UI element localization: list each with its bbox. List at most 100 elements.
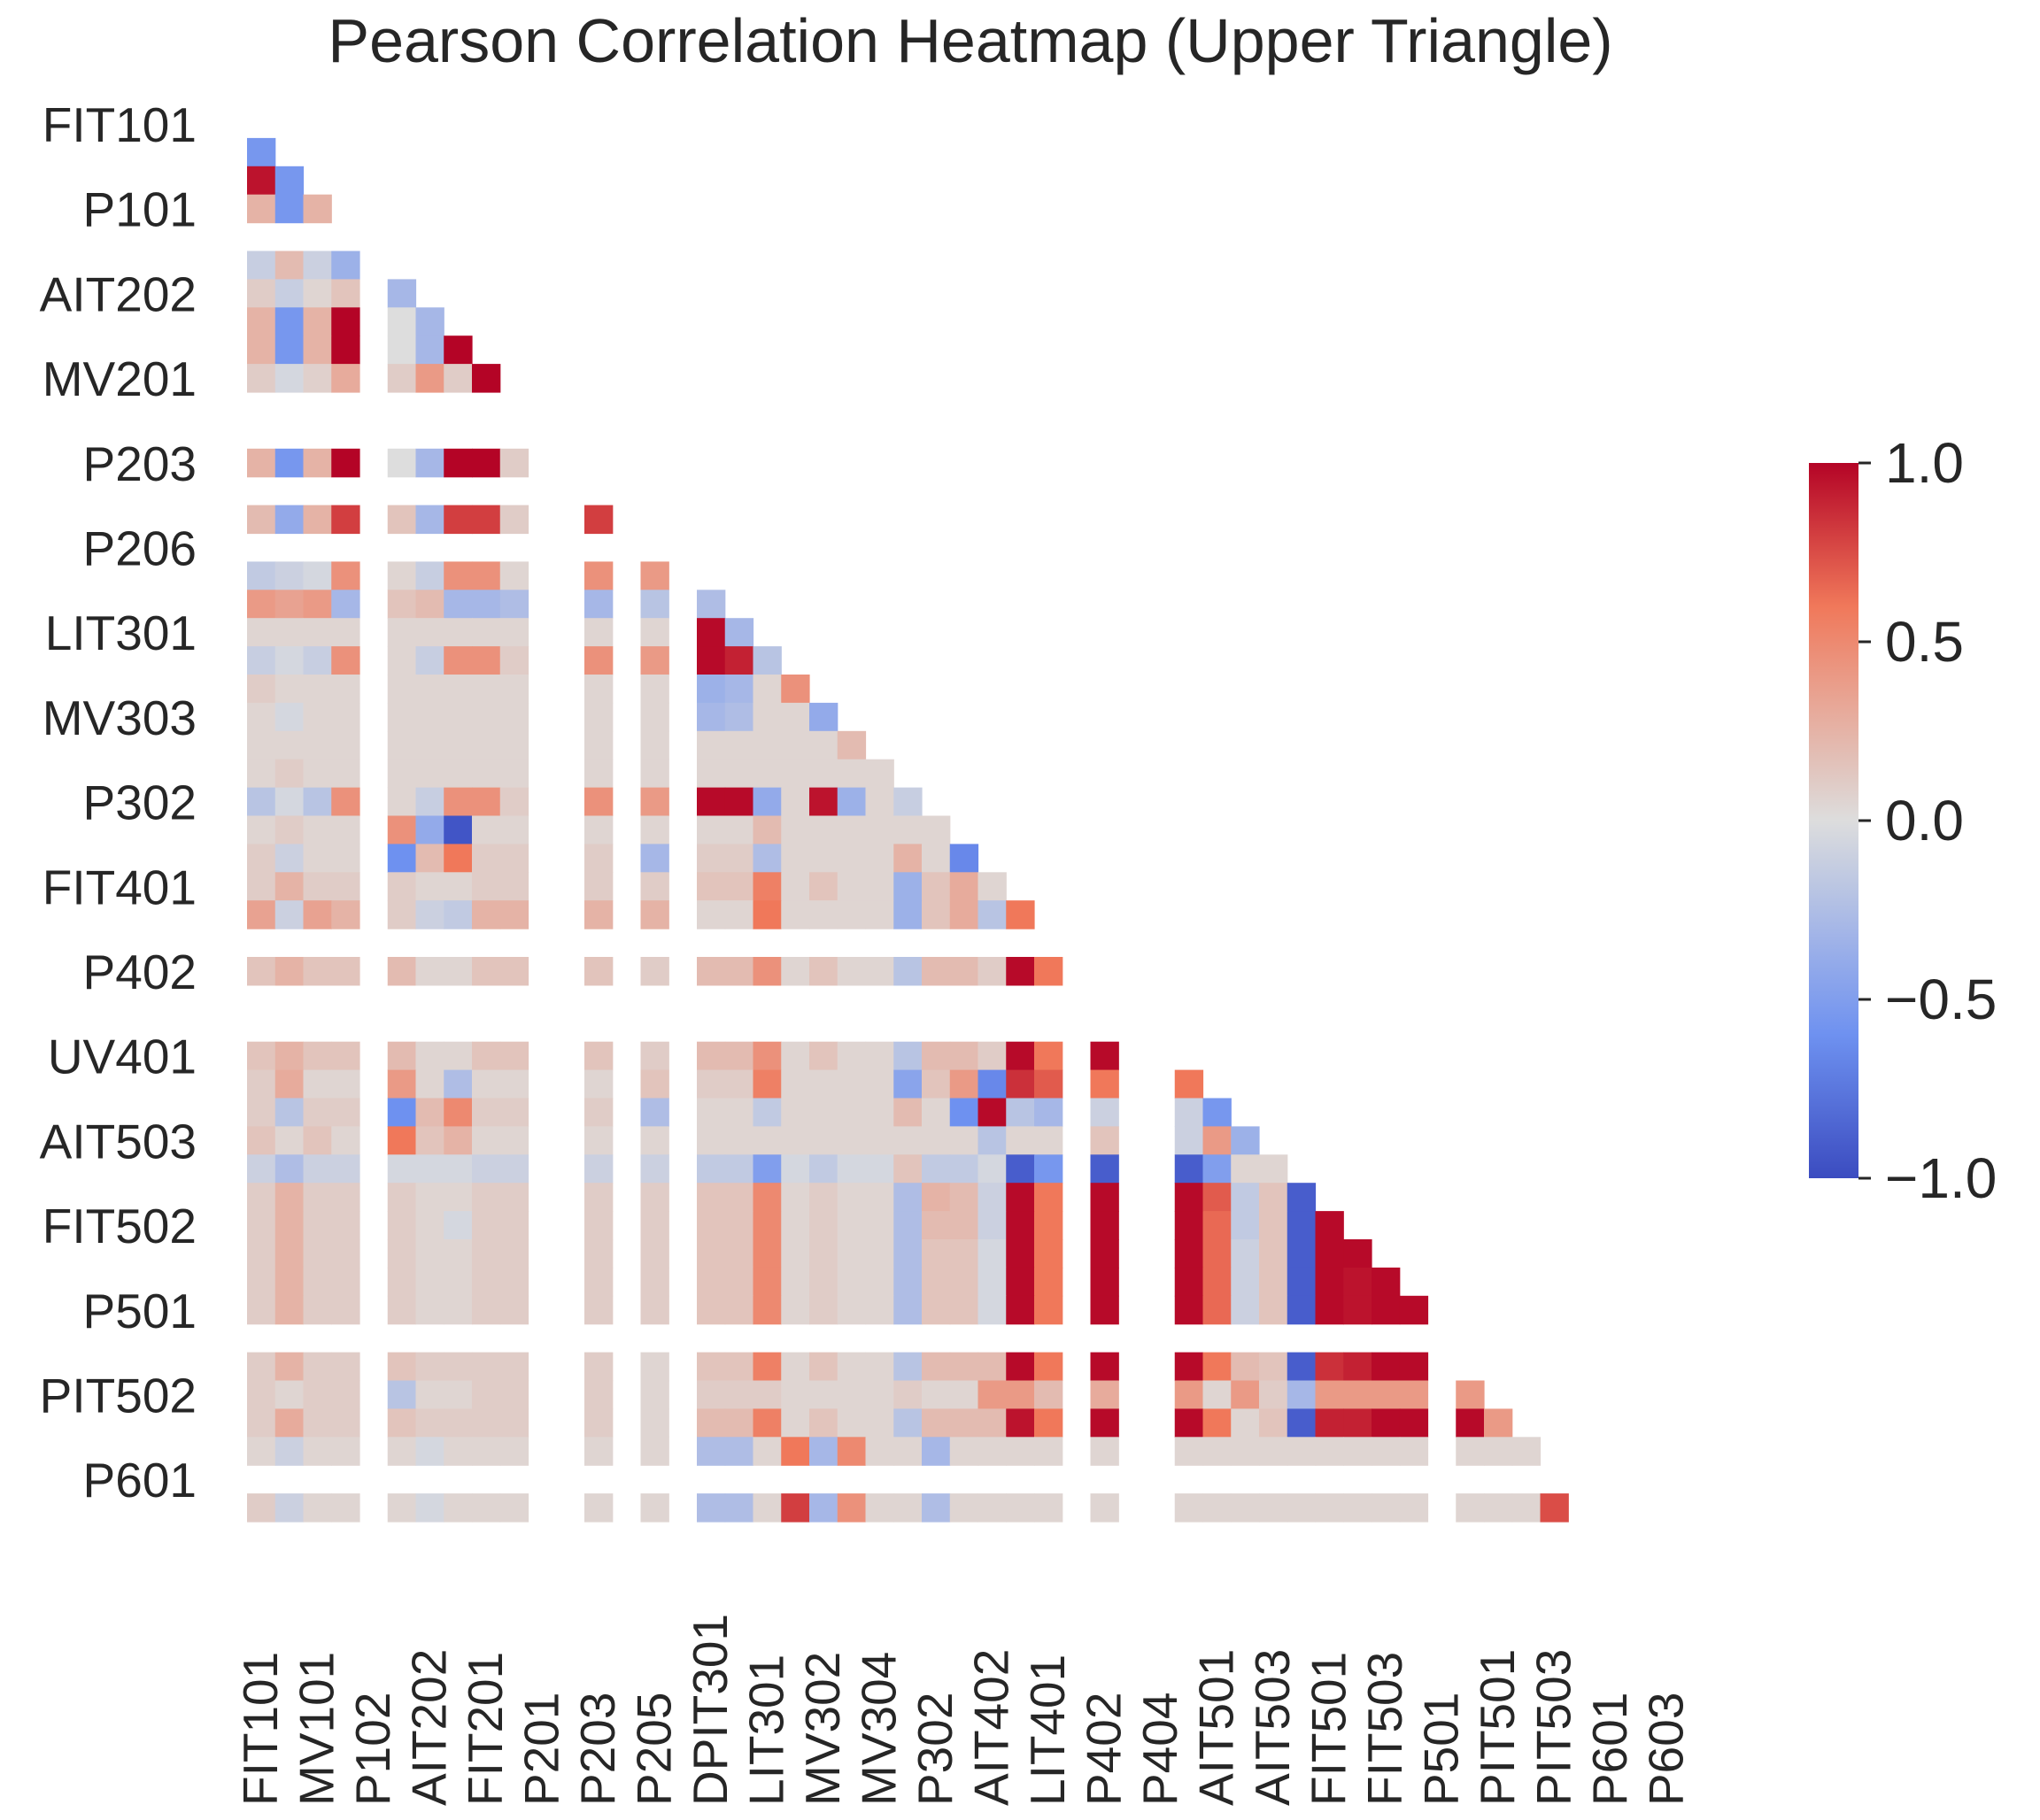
heatmap-cell <box>978 1267 1007 1297</box>
heatmap-cell <box>331 448 360 478</box>
heatmap-cell <box>1259 1154 1288 1184</box>
heatmap-cell <box>303 1098 332 1127</box>
heatmap-cell <box>949 1267 979 1297</box>
heatmap-cell <box>640 730 669 760</box>
heatmap-cell <box>1202 1408 1232 1438</box>
heatmap-cell <box>331 618 360 647</box>
heatmap-cell <box>444 1183 473 1212</box>
heatmap-cell <box>640 1295 669 1325</box>
y-tick-label: P203 <box>83 436 197 491</box>
heatmap-cell <box>584 1437 614 1466</box>
heatmap-cell <box>331 1098 360 1127</box>
heatmap-cell <box>584 1267 614 1297</box>
heatmap-cell <box>1231 1352 1260 1382</box>
heatmap-cell <box>1456 1437 1485 1466</box>
heatmap-cell <box>499 1211 529 1240</box>
heatmap-cell <box>444 1126 473 1155</box>
heatmap-cell <box>837 759 867 789</box>
heatmap-cell <box>893 900 923 929</box>
heatmap-cell <box>1174 1295 1204 1325</box>
heatmap-cell <box>1540 1493 1569 1523</box>
heatmap-cell <box>499 1239 529 1269</box>
heatmap-cell <box>1090 1267 1119 1297</box>
heatmap-cell <box>444 1437 473 1466</box>
heatmap-cell <box>697 1295 726 1325</box>
x-tick-label: FIT503 <box>1357 1652 1412 1806</box>
heatmap-cell <box>247 1239 276 1269</box>
heatmap-cell <box>1174 1183 1204 1212</box>
heatmap-cell <box>247 505 276 535</box>
heatmap-cell <box>1399 1295 1429 1325</box>
heatmap-cell <box>584 730 614 760</box>
heatmap-cell <box>640 1154 669 1184</box>
heatmap-cell <box>1090 1437 1119 1466</box>
heatmap-cell <box>697 787 726 817</box>
heatmap-cell <box>1399 1437 1429 1466</box>
heatmap-cell <box>809 1126 838 1155</box>
heatmap-cell <box>837 1069 867 1099</box>
heatmap-cell <box>1287 1295 1317 1325</box>
y-tick-label: AIT202 <box>40 266 197 321</box>
heatmap-cell <box>949 1069 979 1099</box>
heatmap-cell <box>640 1069 669 1099</box>
x-tick-label: MV304 <box>851 1652 906 1806</box>
heatmap-cell <box>247 646 276 675</box>
heatmap-cell <box>922 900 951 929</box>
heatmap-cell <box>444 702 473 732</box>
heatmap-cell <box>1231 1183 1260 1212</box>
heatmap-cell <box>247 675 276 704</box>
heatmap-cell <box>499 1041 529 1071</box>
heatmap-cell <box>331 1352 360 1382</box>
heatmap-cell <box>1174 1408 1204 1438</box>
heatmap-cell <box>387 1239 417 1269</box>
y-tick-label: FIT502 <box>42 1199 197 1253</box>
y-tick-label: FIT401 <box>42 860 197 914</box>
heatmap-cell <box>331 590 360 619</box>
y-tick-label: LIT301 <box>45 605 197 660</box>
heatmap-cell <box>444 815 473 844</box>
heatmap-cell <box>1174 1267 1204 1297</box>
heatmap-cell <box>1287 1380 1317 1409</box>
heatmap-cell <box>331 1183 360 1212</box>
heatmap-cell <box>584 1239 614 1269</box>
heatmap-cell <box>809 815 838 844</box>
heatmap-cell <box>472 618 501 647</box>
heatmap-cell <box>274 194 305 224</box>
colorbar-tick-label: 0.0 <box>1885 789 1964 852</box>
heatmap-cell <box>697 759 726 789</box>
heatmap-cell <box>387 1211 417 1240</box>
y-tick-label: UV401 <box>48 1030 197 1084</box>
heatmap-cell <box>274 335 305 365</box>
heatmap-cell <box>387 872 417 901</box>
heatmap-cell <box>1399 1493 1429 1523</box>
heatmap-cell <box>640 1239 669 1269</box>
heatmap-cell <box>444 1211 473 1240</box>
heatmap-cell <box>472 1098 501 1127</box>
heatmap-cell <box>1287 1267 1317 1297</box>
heatmap-cell <box>809 1408 838 1438</box>
heatmap-cell <box>865 1267 894 1297</box>
heatmap-cell <box>331 307 360 336</box>
heatmap-cell <box>274 1437 305 1466</box>
heatmap-cell <box>331 1408 360 1438</box>
heatmap-cell <box>247 364 276 393</box>
heatmap-cell <box>781 1408 810 1438</box>
heatmap-cell <box>1287 1352 1317 1382</box>
heatmap-cell <box>724 1408 754 1438</box>
heatmap-cell <box>949 1380 979 1409</box>
heatmap-cell <box>837 957 867 986</box>
heatmap-cell <box>865 1183 894 1212</box>
heatmap-cell <box>753 1069 782 1099</box>
heatmap-cell <box>247 1098 276 1127</box>
heatmap-cell <box>499 1098 529 1127</box>
heatmap-cell <box>415 1041 444 1071</box>
heatmap-cell <box>837 872 867 901</box>
heatmap-cell <box>331 505 360 535</box>
heatmap-cell <box>247 1183 276 1212</box>
heatmap-cell <box>697 957 726 986</box>
heatmap-cell <box>1174 1154 1204 1184</box>
heatmap-cell <box>1202 1437 1232 1466</box>
heatmap-cell <box>724 1380 754 1409</box>
heatmap-cell <box>1372 1267 1401 1297</box>
heatmap-cell <box>387 1380 417 1409</box>
